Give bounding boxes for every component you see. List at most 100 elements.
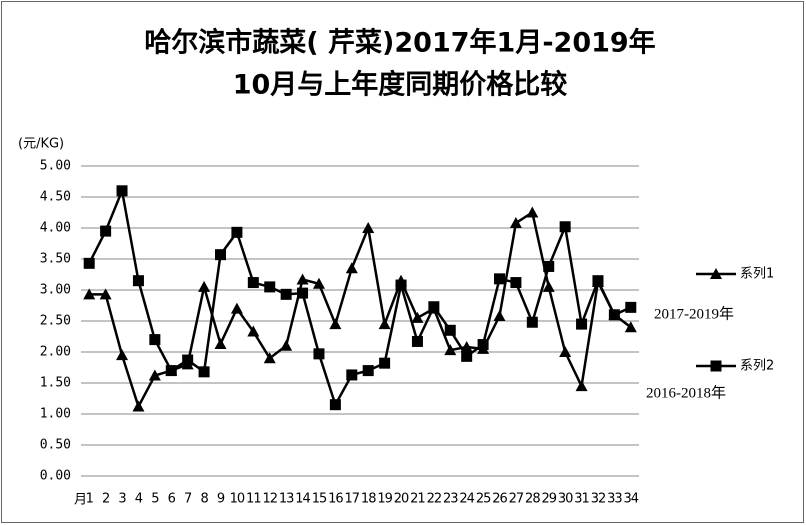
point <box>165 365 177 377</box>
y-tick-label: 2.50 <box>40 314 71 329</box>
point <box>297 287 309 299</box>
y-tick-label: 1.00 <box>40 407 71 422</box>
y-tick-label: 0.00 <box>40 469 71 484</box>
point <box>395 279 407 291</box>
x-tick-label: 33 <box>607 492 622 507</box>
point <box>559 346 572 357</box>
y-tick-label: 0.50 <box>40 438 71 453</box>
point <box>198 280 211 292</box>
x-tick-label: 7 <box>184 492 192 507</box>
point <box>461 350 473 362</box>
x-tick-label: 20 <box>394 492 409 507</box>
point <box>346 369 358 381</box>
point <box>608 309 620 321</box>
series-line <box>88 186 632 408</box>
point <box>493 310 506 322</box>
x-tick-label: 27 <box>509 492 524 507</box>
legend-marker <box>710 268 722 279</box>
point <box>411 311 424 323</box>
x-tick-label: 2 <box>102 492 109 507</box>
chart-title: 哈尔滨市蔬菜( 芹菜)2017年1月-2019年 <box>144 27 655 59</box>
point <box>149 334 161 346</box>
point <box>625 301 637 313</box>
x-tick-label: 34 <box>624 492 639 507</box>
series-note: 2016-2018年 <box>646 384 726 401</box>
x-tick-label: 18 <box>361 492 376 507</box>
point <box>329 318 342 330</box>
legend-label: 系列2 <box>740 359 774 374</box>
x-tick-label: 15 <box>312 492 327 507</box>
point <box>116 185 128 197</box>
y-tick-label: 5.00 <box>40 159 71 174</box>
x-tick-label: 16 <box>328 492 343 507</box>
point <box>83 257 95 269</box>
point <box>509 217 522 229</box>
y-tick-label: 2.00 <box>40 345 71 360</box>
point <box>494 273 505 285</box>
point <box>198 366 210 378</box>
y-tick-label: 3.00 <box>40 283 71 298</box>
point <box>477 339 489 351</box>
point <box>345 262 358 274</box>
point <box>280 339 293 351</box>
point <box>559 221 571 233</box>
x-tick-label: 30 <box>558 492 573 507</box>
point <box>280 288 292 300</box>
x-tick-label: 28 <box>525 492 540 507</box>
point <box>182 354 194 366</box>
point <box>99 288 112 300</box>
point <box>542 280 555 292</box>
x-tick-label: 14 <box>295 492 310 507</box>
point <box>148 369 161 381</box>
x-tick-label: 6 <box>168 492 176 507</box>
series-line <box>89 210 632 410</box>
point <box>526 206 539 218</box>
point <box>230 302 243 314</box>
y-tick-label: 4.00 <box>40 221 71 236</box>
point <box>247 325 260 337</box>
y-tick-label: 3.50 <box>40 252 71 267</box>
point <box>576 318 588 330</box>
x-tick-label: 26 <box>492 492 507 507</box>
x-tick-label: 9 <box>217 492 225 507</box>
point <box>624 321 637 333</box>
point <box>132 275 144 287</box>
x-tick-label: 19 <box>377 492 392 507</box>
x-tick-label: 12 <box>262 492 277 507</box>
point <box>378 318 391 330</box>
point <box>329 399 341 411</box>
x-tick-label: 17 <box>345 492 360 507</box>
x-tick-label: 4 <box>135 492 143 507</box>
point <box>411 335 423 347</box>
x-tick-label: 8 <box>200 492 208 507</box>
x-tick-label: 5 <box>151 492 159 507</box>
x-tick-label: 29 <box>541 492 556 507</box>
x-tick-label: 25 <box>476 492 491 507</box>
x-tick-label: 22 <box>427 492 442 507</box>
point <box>296 273 309 285</box>
point <box>116 349 129 361</box>
x-tick-label: 13 <box>279 492 294 507</box>
point <box>592 275 604 287</box>
point <box>264 281 276 293</box>
point <box>444 344 457 356</box>
point <box>231 226 243 238</box>
chart-title: 10月与上年度同期价格比较 <box>233 69 568 101</box>
x-tick-label: 21 <box>410 492 425 507</box>
point <box>543 260 555 272</box>
point <box>215 249 226 261</box>
x-axis-label: 月 <box>74 493 86 508</box>
point <box>510 277 522 289</box>
point <box>100 225 112 237</box>
point <box>313 348 325 360</box>
x-tick-label: 23 <box>443 492 458 507</box>
x-tick-label: 24 <box>459 492 474 507</box>
point <box>83 288 96 300</box>
point <box>362 365 374 377</box>
x-tick-label: 11 <box>246 492 261 507</box>
point <box>428 301 440 313</box>
x-tick-label: 3 <box>118 492 126 507</box>
x-tick-label: 32 <box>591 492 606 507</box>
point <box>379 357 391 369</box>
